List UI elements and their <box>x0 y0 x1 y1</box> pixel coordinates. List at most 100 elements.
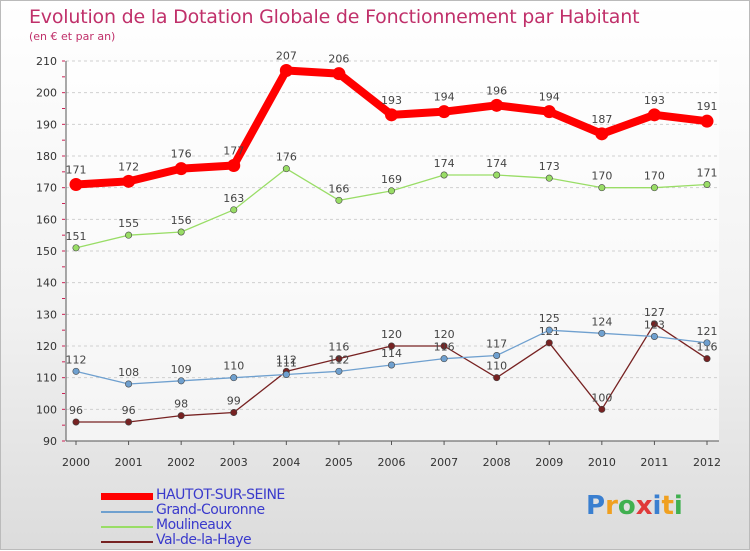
data-point <box>335 355 343 363</box>
legend-label: Moulineaux <box>156 517 232 533</box>
data-point <box>545 326 553 334</box>
data-label: 112 <box>328 353 349 366</box>
data-point <box>703 181 711 189</box>
data-point <box>177 228 185 236</box>
data-label: 176 <box>171 148 192 161</box>
data-label: 111 <box>276 357 297 370</box>
data-label: 194 <box>539 91 560 104</box>
y-tick-label: 210 <box>36 55 57 68</box>
data-label: 100 <box>591 391 612 404</box>
y-tick-label: 170 <box>36 182 57 195</box>
chart-title: Evolution de la Dotation Globale de Fonc… <box>29 6 640 28</box>
data-label: 163 <box>223 192 244 205</box>
data-label: 109 <box>171 363 192 376</box>
data-label: 112 <box>276 353 297 366</box>
data-label: 127 <box>644 306 665 319</box>
data-point <box>542 105 556 119</box>
y-tick-label: 100 <box>36 403 57 416</box>
data-label: 98 <box>174 398 188 411</box>
legend-label: Grand-Couronne <box>156 502 265 518</box>
x-tick-label: 2010 <box>588 456 616 469</box>
data-label: 120 <box>381 328 402 341</box>
logo-letter: P <box>586 491 606 521</box>
data-label: 155 <box>118 217 139 230</box>
data-point <box>650 332 658 340</box>
data-label: 171 <box>66 164 87 177</box>
data-point <box>490 98 504 112</box>
data-point <box>493 171 501 179</box>
data-point <box>598 184 606 192</box>
chart-subtitle: (en € et par an) <box>29 30 116 43</box>
data-label: 116 <box>697 341 718 354</box>
data-label: 196 <box>486 84 507 97</box>
x-tick-label: 2003 <box>220 456 248 469</box>
data-point <box>703 339 711 347</box>
data-point <box>595 127 609 141</box>
y-tick-label: 180 <box>36 150 57 163</box>
x-tick-label: 2002 <box>167 456 195 469</box>
data-point <box>230 374 238 382</box>
y-tick-label: 130 <box>36 308 57 321</box>
data-point <box>125 380 133 388</box>
y-tick-label: 150 <box>36 245 57 258</box>
data-point <box>69 178 83 191</box>
data-point <box>227 159 241 172</box>
data-point <box>72 418 80 426</box>
data-point <box>125 418 133 426</box>
logo-letter: i <box>652 491 662 521</box>
data-point <box>125 231 133 239</box>
data-label: 123 <box>644 319 665 332</box>
data-point <box>700 114 714 128</box>
data-label: 99 <box>227 395 241 408</box>
y-tick-label: 110 <box>36 372 57 385</box>
data-label: 174 <box>434 157 455 170</box>
y-tick-label: 200 <box>36 87 57 100</box>
data-label: 173 <box>539 160 560 173</box>
data-label: 116 <box>328 341 349 354</box>
data-point <box>703 355 711 363</box>
data-point <box>122 174 136 188</box>
data-label: 96 <box>69 404 83 417</box>
legend-swatch <box>101 526 153 528</box>
data-label: 125 <box>539 312 560 325</box>
x-tick-label: 2000 <box>62 456 90 469</box>
data-label: 96 <box>122 404 136 417</box>
data-label: 193 <box>381 94 402 107</box>
y-tick-label: 120 <box>36 340 57 353</box>
data-label: 172 <box>118 160 139 173</box>
legend-swatch <box>101 493 153 500</box>
data-label: 117 <box>486 338 507 351</box>
data-label: 171 <box>697 167 718 180</box>
data-point <box>177 412 185 420</box>
data-point <box>598 329 606 337</box>
data-point <box>174 162 188 176</box>
data-point <box>335 196 343 204</box>
data-label: 170 <box>644 170 665 183</box>
data-label: 206 <box>328 53 349 66</box>
data-point <box>493 374 501 382</box>
data-point <box>437 105 451 119</box>
x-tick-label: 2001 <box>115 456 143 469</box>
data-point <box>282 165 290 173</box>
data-label: 114 <box>381 347 402 360</box>
data-point <box>650 320 658 328</box>
data-point <box>545 174 553 182</box>
data-label: 110 <box>223 360 244 373</box>
legend-swatch <box>101 511 153 513</box>
data-point <box>545 339 553 347</box>
data-label: 120 <box>434 328 455 341</box>
proxiti-logo: Proxiti <box>586 491 683 521</box>
data-label: 174 <box>486 157 507 170</box>
x-tick-label: 2008 <box>483 456 511 469</box>
data-point <box>279 64 293 77</box>
data-label: 112 <box>66 353 87 366</box>
data-label: 187 <box>591 113 612 126</box>
data-point <box>647 108 661 122</box>
data-point <box>72 367 80 375</box>
x-tick-label: 2005 <box>325 456 353 469</box>
y-tick-label: 190 <box>36 118 57 131</box>
data-label: 124 <box>591 315 612 328</box>
data-label: 177 <box>223 145 244 158</box>
data-point <box>440 342 448 350</box>
